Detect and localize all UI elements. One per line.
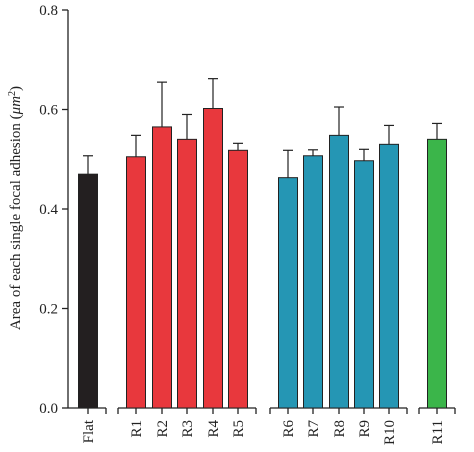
- x-tick-label: R2: [155, 420, 171, 438]
- y-tick-label: 0.4: [39, 202, 58, 218]
- y-tick-label: 0.0: [39, 401, 58, 417]
- bar: [78, 173, 98, 409]
- y-axis-title-sup: 2: [7, 91, 18, 96]
- y-axis-title-prefix: Area of each single focal adhesion (: [8, 114, 24, 330]
- bar: [303, 155, 323, 409]
- bar: [177, 138, 197, 409]
- x-tick-label: R1: [129, 420, 145, 438]
- y-tick-label: 0.8: [39, 3, 58, 19]
- bar: [152, 126, 172, 409]
- bar: [379, 143, 399, 409]
- x-tick-label: R7: [306, 420, 322, 438]
- x-tick-label: R4: [206, 420, 222, 438]
- x-tick-label: R9: [357, 420, 373, 438]
- bar: [203, 108, 223, 409]
- y-axis-title-suffix: ): [8, 86, 24, 91]
- bar: [329, 134, 349, 409]
- x-tick-label: R10: [382, 420, 398, 445]
- plot-area: 0.0 0.2 0.4 0.6 0.8 Flat R1 R2 R3 R4 R5 R6 R7 R8 R9 R10…: [39, 3, 456, 445]
- bar: [126, 156, 146, 409]
- bar: [427, 138, 447, 409]
- x-tick-label: R6: [281, 420, 297, 438]
- x-tick-label: R5: [231, 420, 247, 438]
- y-tick-label: 0.6: [39, 103, 58, 119]
- y-axis-title-unit: μm: [8, 96, 24, 116]
- x-tick-label: Flat: [81, 419, 97, 443]
- bar: [228, 149, 248, 409]
- x-tick-label: R3: [180, 420, 196, 438]
- x-tick-label: R11: [430, 420, 446, 444]
- bar: [278, 177, 298, 409]
- y-tick-label: 0.2: [39, 302, 58, 318]
- y-axis-title: Area of each single focal adhesion (μm2): [7, 86, 25, 330]
- bar: [354, 160, 374, 409]
- x-tick-label: R8: [332, 420, 348, 438]
